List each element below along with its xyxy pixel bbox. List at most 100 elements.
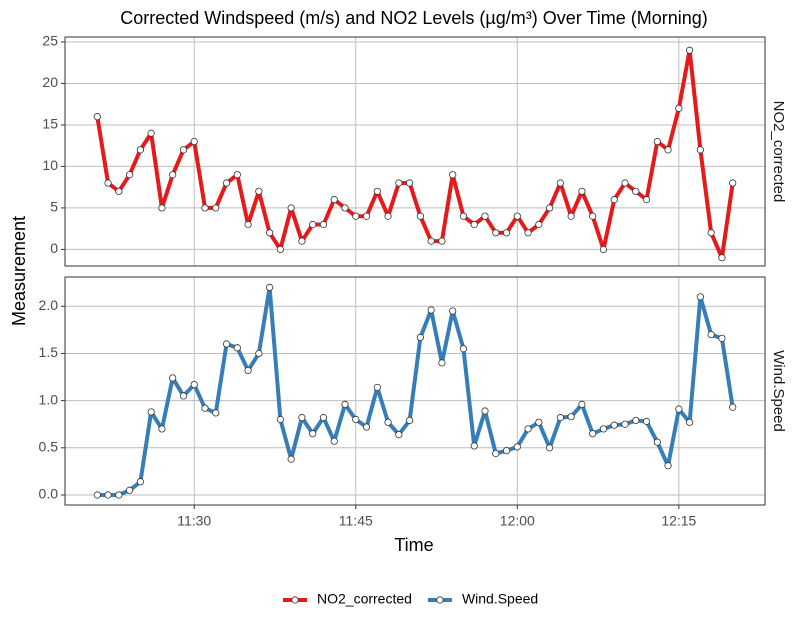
data-point	[502, 229, 511, 237]
data-point	[546, 204, 554, 212]
data-point	[276, 415, 284, 424]
data-point	[589, 212, 597, 220]
y-tick-label: 1.5	[39, 344, 59, 360]
data-point	[93, 491, 101, 499]
data-point	[104, 491, 112, 499]
data-point	[664, 462, 672, 470]
data-point	[470, 220, 478, 229]
data-point	[556, 414, 564, 422]
data-point	[190, 137, 198, 146]
data-point	[179, 146, 188, 154]
data-point	[449, 307, 457, 315]
data-point	[610, 421, 618, 429]
data-point	[255, 349, 263, 358]
data-point	[502, 447, 511, 455]
data-point	[696, 146, 704, 154]
x-tick-label: 11:45	[339, 513, 373, 529]
data-point	[632, 187, 640, 195]
data-point	[298, 237, 306, 245]
y-tick-label: 20	[42, 74, 58, 90]
legend-label: Wind.Speed	[462, 591, 538, 607]
data-point	[599, 245, 608, 254]
panel-border	[64, 36, 766, 267]
data-point	[729, 403, 737, 411]
facet-label: Wind.Speed	[770, 350, 787, 432]
data-point	[362, 212, 371, 220]
data-point	[438, 359, 446, 367]
data-point	[621, 420, 629, 428]
data-point	[319, 220, 328, 229]
data-point	[126, 171, 134, 179]
data-point	[696, 293, 704, 301]
data-point	[567, 212, 575, 220]
data-point	[578, 187, 586, 195]
data-point	[233, 344, 241, 352]
data-point	[686, 46, 694, 54]
data-point	[115, 491, 123, 499]
data-point	[642, 196, 651, 204]
y-tick-label: 0.5	[39, 439, 59, 455]
data-point	[309, 220, 317, 229]
data-point	[341, 400, 349, 409]
data-point	[104, 179, 112, 187]
data-point	[406, 416, 414, 425]
data-point	[136, 478, 144, 486]
data-point	[513, 443, 521, 451]
legend-marker	[291, 596, 299, 604]
data-point	[330, 196, 338, 204]
data-point	[395, 179, 403, 187]
data-point	[169, 374, 177, 382]
data-point	[707, 229, 715, 237]
x-tick-label: 12:15	[661, 513, 696, 529]
y-tick-label: 25	[42, 33, 58, 49]
data-point	[222, 179, 231, 187]
data-point	[244, 220, 252, 229]
data-point	[406, 179, 414, 187]
data-point	[266, 283, 274, 291]
data-point	[492, 449, 500, 458]
data-point	[298, 414, 306, 422]
data-point	[212, 409, 220, 417]
panel-background	[65, 37, 765, 266]
y-tick-label: 0.0	[39, 486, 59, 502]
data-point	[675, 104, 683, 112]
data-point	[470, 442, 478, 450]
data-point	[556, 179, 564, 187]
y-tick-label: 5	[50, 199, 58, 215]
data-point	[93, 113, 101, 121]
data-point	[416, 212, 424, 220]
data-point	[664, 146, 672, 154]
data-point	[653, 438, 661, 446]
y-tick-label: 0	[50, 240, 58, 256]
y-tick-label: 2.0	[39, 297, 59, 313]
data-point	[147, 408, 155, 416]
data-point	[718, 254, 726, 262]
x-tick-label: 11:30	[177, 513, 211, 529]
panel-border	[64, 276, 766, 506]
data-point	[707, 330, 715, 339]
data-point	[190, 380, 198, 389]
data-point	[535, 220, 543, 229]
data-point	[373, 187, 381, 195]
legend-marker	[436, 596, 444, 604]
data-point	[362, 423, 371, 431]
data-point	[578, 400, 586, 409]
data-point	[244, 366, 252, 375]
data-point	[546, 444, 554, 452]
x-axis-title: Time	[394, 535, 433, 555]
chart-title: Corrected Windspeed (m/s) and NO2 Levels…	[120, 8, 708, 28]
data-point	[158, 425, 166, 433]
data-point	[201, 404, 209, 412]
data-point	[481, 407, 489, 415]
data-point	[642, 417, 651, 425]
data-point	[115, 187, 123, 195]
data-point	[675, 405, 683, 413]
data-point	[384, 418, 392, 426]
data-point	[287, 455, 295, 463]
data-point	[276, 245, 284, 254]
data-point	[589, 430, 597, 438]
data-point	[201, 204, 209, 212]
data-point	[341, 204, 349, 212]
data-point	[481, 212, 489, 220]
